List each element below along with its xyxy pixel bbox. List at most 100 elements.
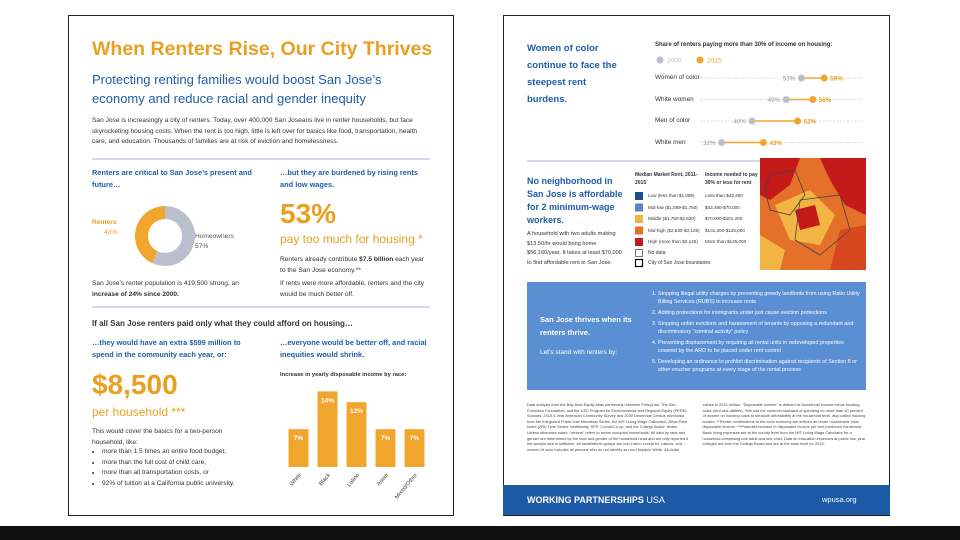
- bar: [375, 429, 396, 467]
- footer-url: wpusa.org: [822, 495, 857, 504]
- text: Renters already contribute: [280, 256, 360, 263]
- donut-value: 43%: [104, 229, 118, 236]
- action: Stopping illegal utility charges by prev…: [658, 290, 863, 306]
- donut-value: 57%: [195, 243, 209, 250]
- legend-label: 2000: [667, 58, 682, 65]
- dot-2000: [782, 96, 790, 103]
- legend-label: City of San Jose boundaries: [648, 260, 711, 266]
- bottom-bar: [0, 526, 960, 540]
- donut-label: Renters: [92, 219, 117, 226]
- footer-bar: [503, 485, 890, 515]
- dot-2000: [797, 74, 805, 82]
- heading: If all San Jose renters paid only what t…: [92, 319, 353, 328]
- bullet: more than 1.5 times an entire food budge…: [102, 447, 277, 458]
- value-2000: 53%: [783, 75, 796, 82]
- legend-swatch: [635, 203, 643, 212]
- bar-label: 7%: [410, 435, 420, 442]
- footer-org: WORKING PARTNERSHIPS USA: [527, 494, 665, 506]
- value-2015: 52%: [804, 118, 817, 125]
- intro: San Jose is increasingly a city of rente…: [92, 117, 418, 145]
- action: Preventing displacement by requiring all…: [658, 339, 863, 355]
- bullet: more than all transportation costs, or: [102, 468, 277, 479]
- heading: No neighborhood in San Jose is affordabl…: [527, 176, 623, 225]
- value-2000: 32%: [703, 140, 716, 147]
- legend-income: $101,200-$125,000: [705, 227, 745, 233]
- heading: Renters are critical to San Jose’s prese…: [92, 168, 252, 189]
- legend-swatch: [696, 56, 704, 64]
- text: WORKING PARTNERSHIPS: [527, 495, 644, 505]
- bar-label: 12%: [350, 408, 363, 415]
- heading: …they would have an extra $599 million t…: [92, 338, 241, 359]
- legend-rent: High (more than $3,125): [648, 239, 698, 244]
- note: San Jose’s renter population is 419,500 …: [92, 279, 257, 300]
- bullet-list: more than 1.5 times an entire food budge…: [92, 447, 277, 489]
- row-label: Men of color: [655, 117, 691, 124]
- legend-label: 2015: [707, 58, 722, 65]
- dot-2015: [820, 74, 828, 82]
- heading: …everyone would be better off, and racia…: [280, 338, 427, 359]
- text: This would cover the basics for a two-pe…: [92, 428, 223, 446]
- value-2015: 56%: [819, 97, 832, 104]
- action: Developing an ordinance to prohibit disc…: [658, 358, 863, 374]
- stat-caption: per household ***: [92, 405, 186, 419]
- chart-title: Increase in yearly disposable income by …: [280, 372, 407, 378]
- legend-swatch: [635, 226, 643, 235]
- row-label: White men: [655, 138, 686, 146]
- row-label: Women of color: [655, 74, 700, 81]
- value-2015: 59%: [830, 75, 843, 82]
- donut-slice: [135, 206, 165, 264]
- map: [760, 158, 866, 270]
- subtitle: Protecting renting families would boost …: [92, 72, 382, 106]
- text: increase of 24% since 2000.: [92, 290, 179, 298]
- text: Renters already contribute $7.5 billion …: [280, 255, 430, 276]
- chart-title: Share of renters paying more than 30% of…: [655, 42, 833, 48]
- heading: …but they are burdened by rising rents a…: [280, 168, 418, 189]
- bar: [288, 429, 309, 467]
- bar: [404, 429, 425, 467]
- legend-income: $70,000-$101,200: [705, 216, 743, 221]
- legend-income: $43,490-$70,000: [705, 204, 740, 210]
- stat: 53%: [280, 198, 337, 229]
- legend-swatch: [656, 56, 664, 64]
- stat-caption: pay too much for housing *: [280, 232, 423, 246]
- text: If rents were more affordable, renters a…: [280, 280, 424, 298]
- dot-2000: [718, 139, 726, 146]
- footnotes: Data analysis from the Bay Area Equity A…: [527, 402, 866, 452]
- stat: $8,500: [92, 369, 178, 400]
- action-list: Stopping illegal utility charges by prev…: [648, 290, 863, 374]
- legend-income: More than $125,000: [705, 239, 747, 244]
- legend-swatch: [635, 238, 643, 246]
- action: Stopping unfair evictions and harassment…: [658, 320, 863, 336]
- legend-rent: Low (less than $1,089): [648, 193, 695, 198]
- legend-rent: Mid-low ($1,089-$1,750): [648, 204, 698, 210]
- donut-slice: [152, 206, 196, 266]
- value-2000: 40%: [733, 118, 746, 125]
- legend-income: Less than $43,490: [705, 193, 743, 198]
- legend-rent: Middle ($1,750-$2,530): [648, 216, 696, 221]
- text: USA: [646, 495, 665, 505]
- dot-2015: [794, 117, 802, 125]
- dot-2000: [748, 117, 756, 125]
- bullet: 92% of tuition at a California public un…: [102, 479, 277, 490]
- legend-swatch: [635, 215, 643, 223]
- legend-rent: Mid-high ($2,530-$3,125): [648, 227, 700, 233]
- legend-swatch: [635, 192, 643, 200]
- text: A household with two adults making $13.5…: [527, 231, 622, 266]
- box-title: San Jose thrives when its renters thrive…: [540, 315, 632, 337]
- text: each year to the San Jose economy.**: [280, 256, 425, 274]
- bar-label: 7%: [294, 435, 304, 442]
- text: $7.5 billion: [359, 256, 394, 263]
- legend-header: Median Market Rent, 2011-2015: [635, 172, 698, 186]
- legend-label: No data: [648, 250, 666, 256]
- legend-swatch: [634, 258, 644, 268]
- text: San Jose’s renter population is 419,500 …: [92, 280, 239, 287]
- dot-2015: [809, 96, 817, 103]
- action: Adding protections for immigrants under …: [658, 309, 863, 317]
- dot-2015: [759, 139, 767, 146]
- bullet: more than the full cost of child care,: [102, 458, 277, 469]
- legend-swatch: [635, 249, 643, 257]
- bar-label: 14%: [321, 397, 334, 404]
